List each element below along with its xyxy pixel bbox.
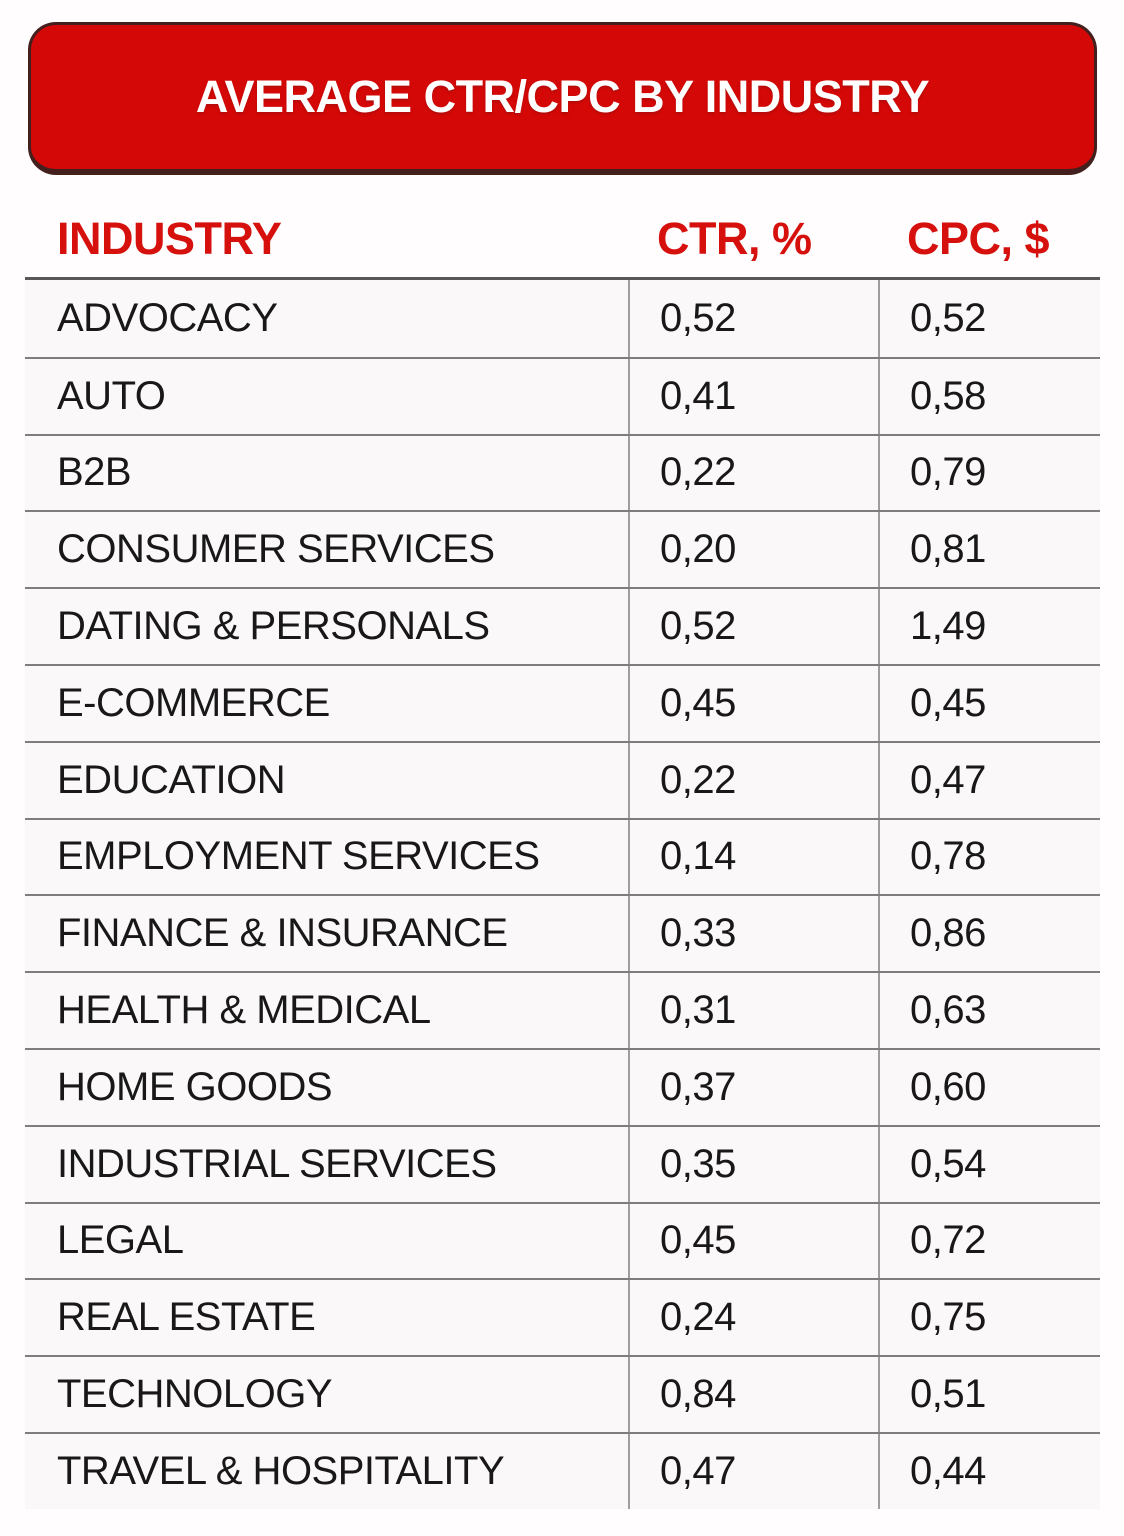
cell-industry: LEGAL <box>57 1218 184 1263</box>
cell-ctr: 0,45 <box>628 665 878 741</box>
column-header-ctr: CTR, % <box>657 213 812 264</box>
table-row: REAL ESTATE 0,24 0,75 <box>25 1278 1100 1356</box>
cell-industry: CONSUMER SERVICES <box>57 527 495 572</box>
table-row: HOME GOODS 0,37 0,60 <box>25 1047 1100 1125</box>
cell-industry: HOME GOODS <box>57 1064 333 1109</box>
page-title: AVERAGE CTR/CPC BY INDUSTRY <box>195 71 930 122</box>
table-row: AUTO 0,41 0,58 <box>25 356 1100 434</box>
cell-ctr: 0,20 <box>628 512 878 588</box>
table-row: E-COMMERCE 0,45 0,45 <box>25 663 1100 741</box>
cell-ctr: 0,37 <box>628 1049 878 1125</box>
table-row: DATING & PERSONALS 0,52 1,49 <box>25 587 1100 664</box>
cell-cpc: 0,72 <box>878 1203 1100 1279</box>
infographic-page: AVERAGE CTR/CPC BY INDUSTRY INDUSTRY CTR… <box>0 22 1124 1509</box>
table-row: TECHNOLOGY 0,84 0,51 <box>25 1355 1100 1432</box>
ctr-cpc-table: INDUSTRY CTR, % CPC, $ ADVOCACY 0,52 0,52 A… <box>25 175 1100 1509</box>
cell-industry: INDUSTRIAL SERVICES <box>57 1141 497 1186</box>
cell-industry: EDUCATION <box>57 757 286 802</box>
cell-cpc: 0,58 <box>878 358 1100 434</box>
column-header-cpc: CPC, $ <box>907 213 1050 264</box>
title-banner: AVERAGE CTR/CPC BY INDUSTRY <box>28 22 1097 175</box>
table-body: ADVOCACY 0,52 0,52 AUTO 0,41 0,58 B2B 0,22 0,79 C… <box>25 280 1100 1509</box>
cell-industry: ADVOCACY <box>57 295 278 340</box>
table-row: HEALTH & MEDICAL 0,31 0,63 <box>25 971 1100 1048</box>
cell-cpc: 0,79 <box>878 435 1100 511</box>
cell-ctr: 0,22 <box>628 742 878 818</box>
cell-industry: E-COMMERCE <box>57 680 330 725</box>
table-row: FINANCE & INSURANCE 0,33 0,86 <box>25 894 1100 972</box>
cell-cpc: 0,51 <box>878 1357 1100 1432</box>
table-row: CONSUMER SERVICES 0,20 0,81 <box>25 510 1100 588</box>
cell-ctr: 0,41 <box>628 358 878 434</box>
cell-cpc: 1,49 <box>878 589 1100 664</box>
cell-cpc: 0,54 <box>878 1126 1100 1202</box>
table-row: ADVOCACY 0,52 0,52 <box>25 280 1100 357</box>
cell-cpc: 0,81 <box>878 512 1100 588</box>
cell-industry: DATING & PERSONALS <box>57 604 490 649</box>
cell-ctr: 0,84 <box>628 1357 878 1432</box>
cell-industry: TECHNOLOGY <box>57 1372 333 1417</box>
cell-industry: B2B <box>57 450 132 495</box>
table-row: EMPLOYMENT SERVICES 0,14 0,78 <box>25 817 1100 895</box>
cell-ctr: 0,14 <box>628 819 878 895</box>
table-row: LEGAL 0,45 0,72 <box>25 1201 1100 1279</box>
cell-cpc: 0,63 <box>878 973 1100 1048</box>
cell-industry: REAL ESTATE <box>57 1295 316 1340</box>
column-header-industry: INDUSTRY <box>57 213 282 264</box>
table-row: EDUCATION 0,22 0,47 <box>25 740 1100 818</box>
cell-cpc: 0,78 <box>878 819 1100 895</box>
cell-ctr: 0,52 <box>628 280 878 357</box>
cell-cpc: 0,44 <box>878 1433 1100 1509</box>
cell-cpc: 0,47 <box>878 742 1100 818</box>
cell-cpc: 0,52 <box>878 280 1100 357</box>
cell-ctr: 0,45 <box>628 1203 878 1279</box>
table-row: TRAVEL & HOSPITALITY 0,47 0,44 <box>25 1431 1100 1509</box>
table-row: INDUSTRIAL SERVICES 0,35 0,54 <box>25 1124 1100 1202</box>
cell-cpc: 0,45 <box>878 665 1100 741</box>
cell-ctr: 0,52 <box>628 589 878 664</box>
cell-industry: EMPLOYMENT SERVICES <box>57 834 540 879</box>
cell-industry: TRAVEL & HOSPITALITY <box>57 1448 505 1493</box>
cell-cpc: 0,86 <box>878 896 1100 972</box>
cell-industry: FINANCE & INSURANCE <box>57 911 508 956</box>
cell-ctr: 0,31 <box>628 973 878 1048</box>
cell-ctr: 0,22 <box>628 435 878 511</box>
cell-industry: HEALTH & MEDICAL <box>57 988 431 1033</box>
cell-ctr: 0,47 <box>628 1433 878 1509</box>
cell-ctr: 0,24 <box>628 1280 878 1356</box>
cell-industry: AUTO <box>57 373 166 418</box>
table-header-row: INDUSTRY CTR, % CPC, $ <box>25 175 1100 280</box>
table-row: B2B 0,22 0,79 <box>25 433 1100 511</box>
cell-cpc: 0,60 <box>878 1049 1100 1125</box>
cell-ctr: 0,33 <box>628 896 878 972</box>
cell-cpc: 0,75 <box>878 1280 1100 1356</box>
cell-ctr: 0,35 <box>628 1126 878 1202</box>
